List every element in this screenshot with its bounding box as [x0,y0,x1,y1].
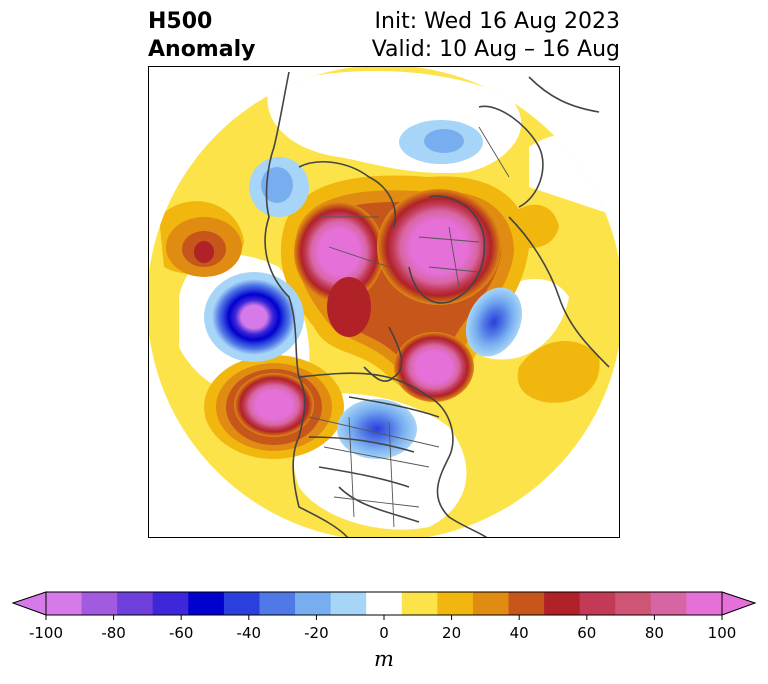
colorbar-cell [366,592,403,615]
chart-title: H500 Anomaly [148,8,255,64]
colorbar-cell [117,592,154,615]
colorbar-tick-label: -20 [304,624,329,642]
coastlines [264,71,610,537]
colorbar-tick-label: -100 [28,624,64,642]
colorbar-cell [259,592,296,615]
colorbar-cell [46,592,83,615]
colorbar-cell [544,592,581,615]
colorbar-cell [81,592,118,615]
colorbar-cell [686,592,723,615]
colorbar-tick-label: 60 [577,624,597,642]
colorbar-cell [223,592,260,615]
colorbar-tick-label: -40 [236,624,262,642]
colorbar-cells [46,592,723,615]
colorbar-tick-label: 20 [442,624,462,642]
colorbar-tick-label: 0 [379,624,389,642]
colorbar-tick-label: 100 [707,624,737,642]
colorbar-unit: m [374,647,394,671]
colorbar-cell [437,592,474,615]
colorbar-cell [472,592,510,615]
colorbar-tick-label: 40 [509,624,529,642]
colorbar-extend-high [721,591,757,616]
anomaly-map [148,66,620,538]
date-info: Init: Wed 16 Aug 2023 Valid: 10 Aug – 16… [372,8,620,64]
colorbar-tick-label: -60 [168,624,194,642]
colorbar-cell [152,592,189,615]
init-date: Init: Wed 16 Aug 2023 [374,9,620,34]
colorbar [11,591,757,620]
colorbar-cell [295,592,332,615]
colorbar-ticks [45,615,723,620]
colorbar-extend-low [11,591,47,616]
anomaly-field [149,67,619,537]
title-line-1: H500 [148,9,213,34]
map-canvas [149,67,619,537]
borders [308,126,510,528]
colorbar-cell [330,592,367,615]
title-line-2: Anomaly [148,37,256,62]
colorbar-tick-label: 80 [644,624,664,642]
valid-range: Valid: 10 Aug – 16 Aug [371,37,620,62]
colorbar-cell [650,592,687,615]
colorbar-tick-label: -80 [101,624,126,642]
colorbar-cell [188,592,225,615]
colorbar-cell [508,592,545,615]
colorbar-cell [579,592,616,615]
colorbar-cell [615,592,652,615]
colorbar-cell [401,592,438,615]
